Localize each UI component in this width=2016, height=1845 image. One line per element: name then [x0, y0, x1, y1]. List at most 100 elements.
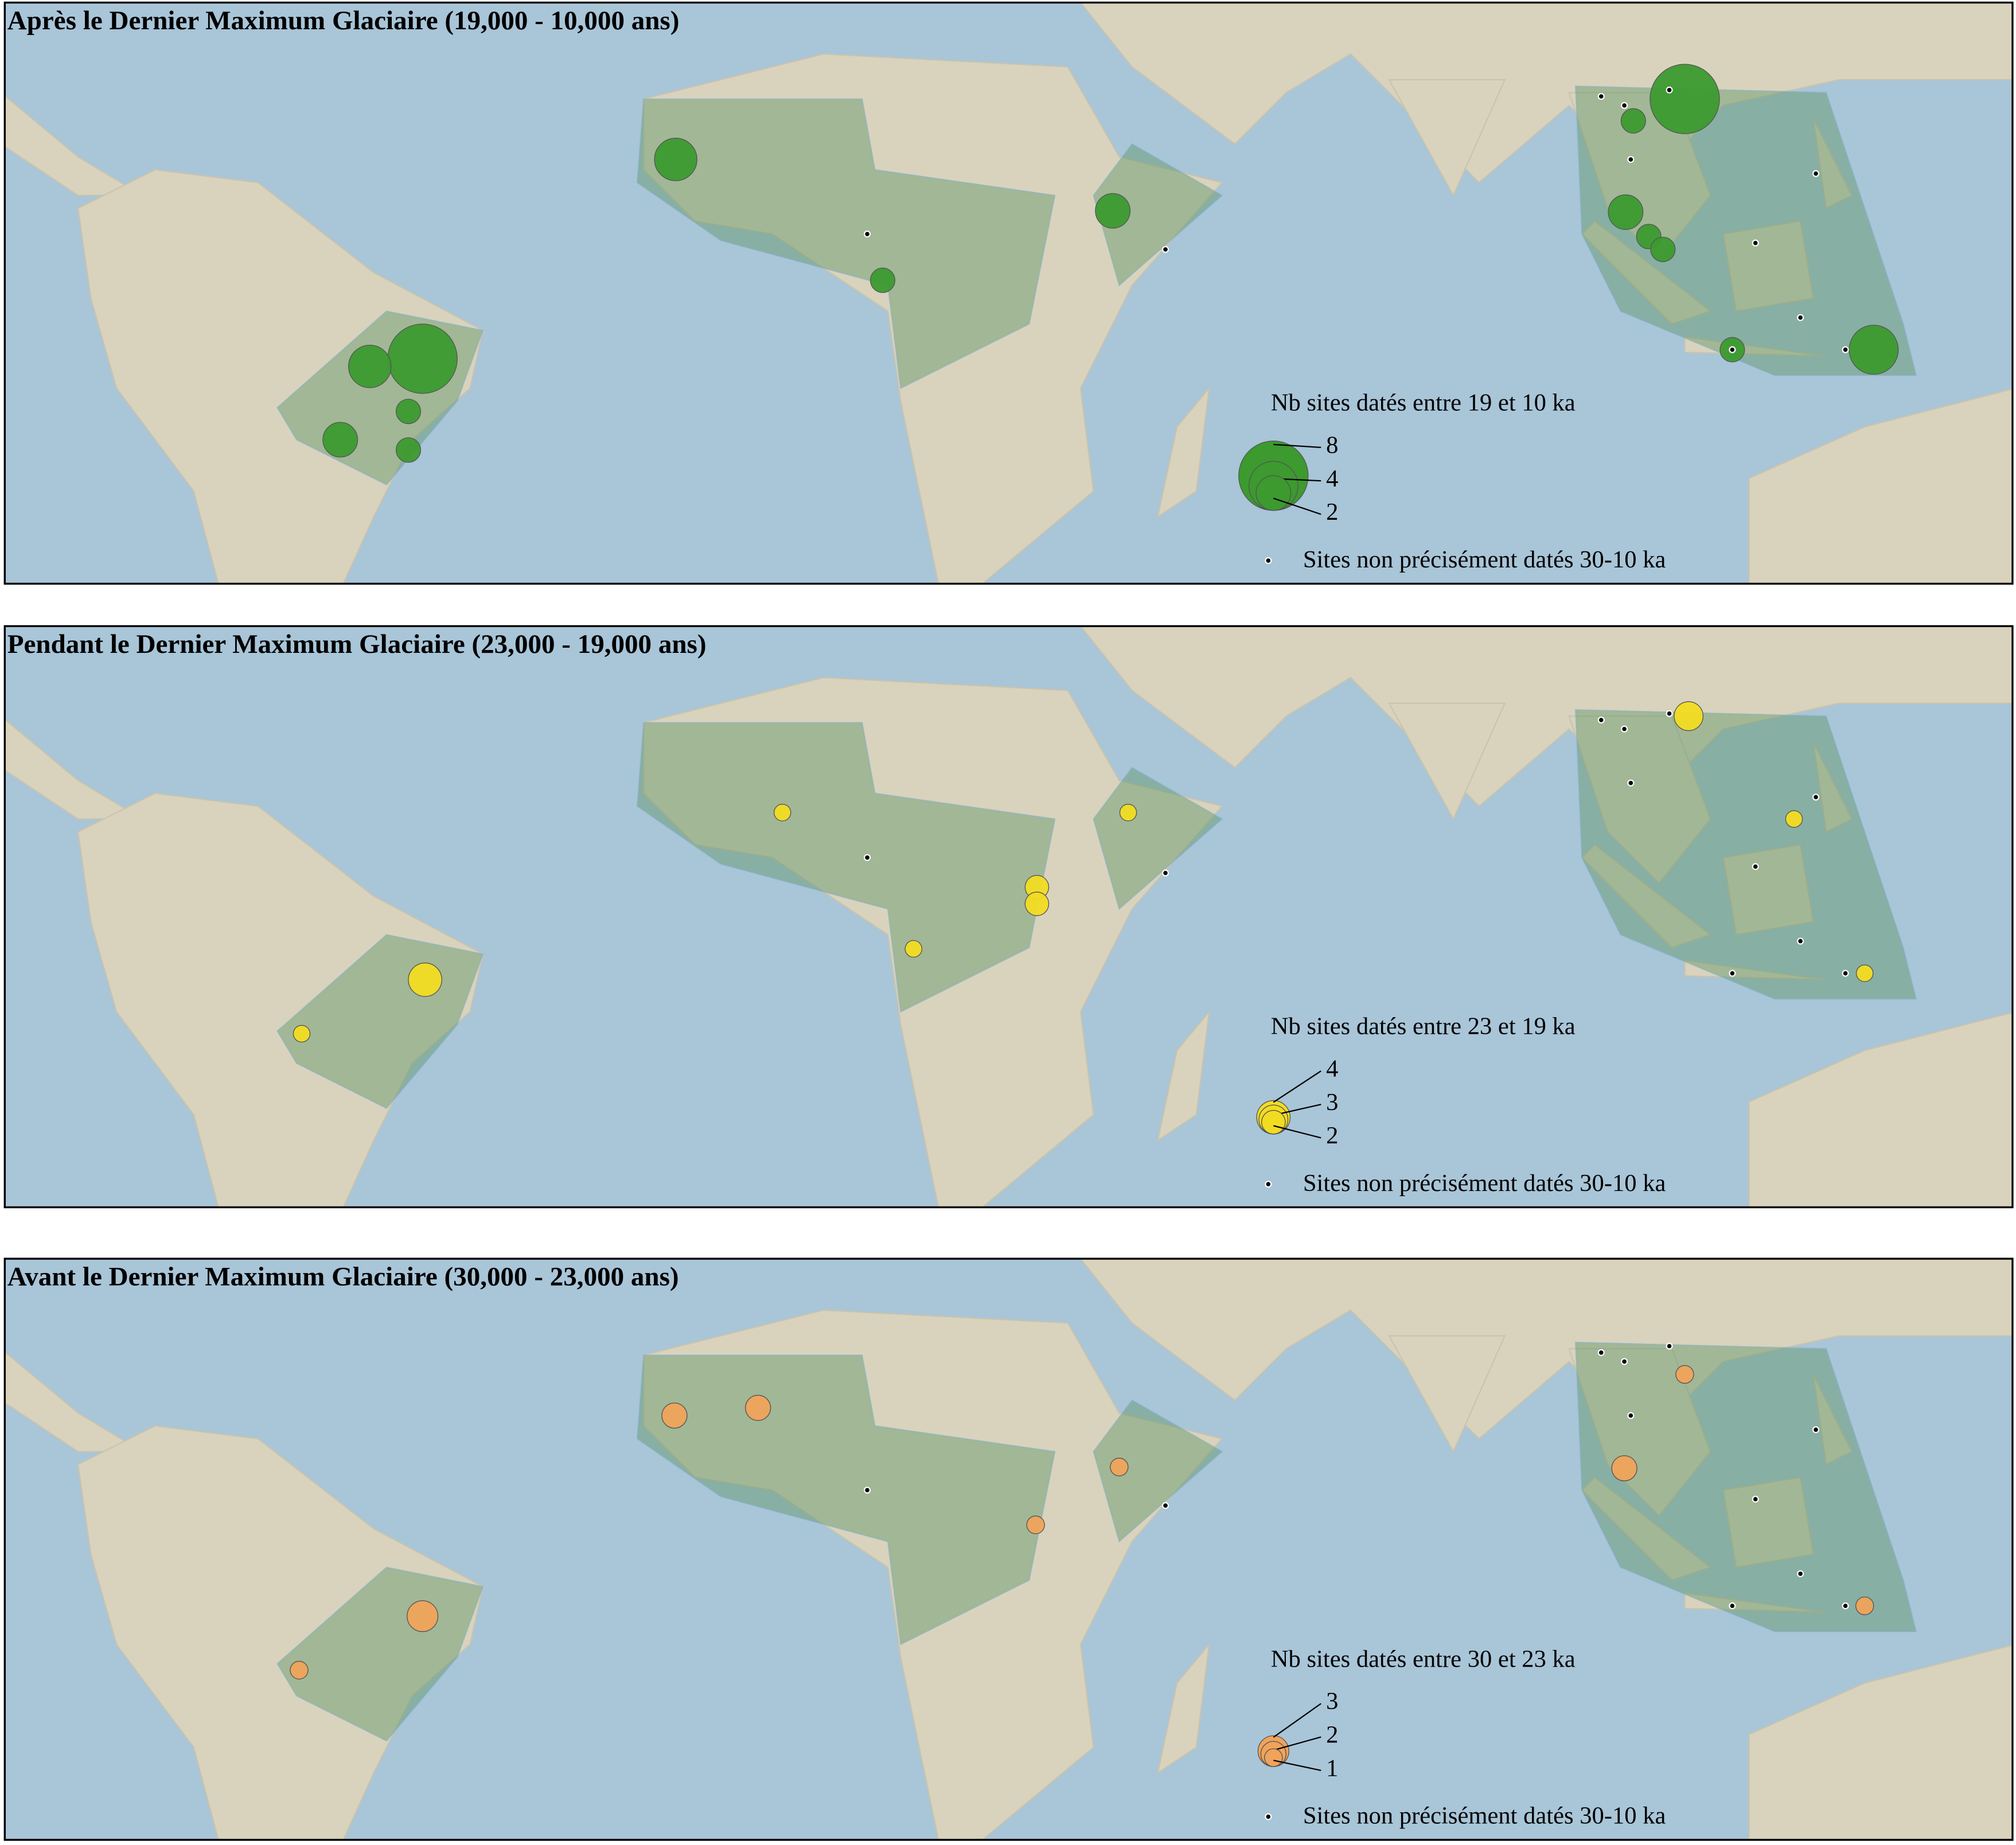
legend-title: Nb sites datés entre 30 et 23 ka [1271, 1645, 1576, 1672]
legend-dot [1265, 1181, 1272, 1188]
legend-size-label: 2 [1326, 1722, 1338, 1749]
study-region [1574, 1341, 1917, 1633]
landmass [1388, 79, 1506, 197]
site [1675, 1365, 1694, 1384]
legend-leader [1273, 1760, 1321, 1772]
landmass [1388, 1335, 1506, 1453]
legend-size-label: 1 [1326, 1755, 1338, 1782]
legend-size-label: 3 [1326, 1688, 1338, 1715]
map-panel: Avant le Dernier Maximum Glaciaire (30,0… [5, 1259, 2013, 1840]
landmass [1812, 741, 1853, 833]
undated-site [1666, 1342, 1673, 1350]
site [744, 1395, 771, 1421]
legend-circle [1264, 1748, 1283, 1767]
site [869, 267, 896, 293]
undated-site [1666, 710, 1673, 717]
study-region [1093, 143, 1223, 287]
undated-site [1729, 1602, 1736, 1610]
site [1608, 194, 1644, 230]
undated-site [1597, 716, 1605, 724]
legend-dot [1265, 1813, 1272, 1820]
undated-site [1752, 863, 1759, 870]
undated-site [1621, 102, 1628, 109]
study-region [1093, 766, 1223, 910]
map-panel: Pendant le Dernier Maximum Glaciaire (23… [5, 626, 2013, 1208]
legend-dot [1265, 557, 1272, 565]
landmass [77, 1425, 484, 1840]
undated-site [1161, 1502, 1169, 1509]
site [773, 804, 791, 822]
landmass [643, 1309, 1223, 1840]
study-region [1574, 85, 1917, 376]
panel-frame [3, 625, 2014, 1209]
undated-site [1752, 239, 1759, 247]
landmass [1581, 220, 1712, 325]
legend-leader [1273, 1703, 1321, 1738]
undated-site [1666, 86, 1673, 94]
site [293, 1025, 311, 1043]
undated-site [1752, 1496, 1759, 1503]
site [408, 962, 442, 997]
legend-title: Nb sites datés entre 23 et 19 ka [1271, 1013, 1576, 1040]
panel-title: Avant le Dernier Maximum Glaciaire (30,0… [7, 1262, 679, 1292]
landmass [1156, 1642, 1210, 1774]
undated-site [1597, 93, 1605, 100]
site [348, 344, 392, 388]
undated-site [1729, 346, 1736, 353]
undated-site [1812, 170, 1820, 177]
undated-site [1729, 970, 1736, 977]
landmass [1079, 626, 2013, 807]
legend-size-label: 8 [1326, 432, 1338, 459]
site [1110, 1457, 1129, 1477]
undated-site [1797, 1570, 1804, 1578]
panel-title: Pendant le Dernier Maximum Glaciaire (23… [7, 629, 707, 659]
landmass [1581, 1476, 1712, 1581]
site [1611, 1455, 1637, 1481]
landmass [1079, 2, 2013, 184]
undated-site [1842, 346, 1849, 353]
site [1849, 325, 1899, 375]
undated-site [1627, 1412, 1635, 1419]
landmass [1722, 220, 1814, 312]
study-region [636, 98, 1056, 390]
panel-frame [3, 1, 2014, 585]
site [395, 399, 422, 425]
landmass [77, 792, 484, 1208]
legend-leader [1273, 497, 1321, 515]
landmass [1156, 386, 1210, 519]
legend-leader [1273, 1070, 1321, 1103]
landmass [1748, 388, 2013, 584]
legend-dot-label: Sites non précisément datés 30-10 ka [1303, 546, 1666, 573]
map-panel: Après le Dernier Maximum Glaciaire (19,0… [5, 2, 2013, 584]
site [407, 1600, 439, 1632]
legend-size-label: 3 [1326, 1089, 1338, 1116]
undated-site [1812, 793, 1820, 801]
landmass [1722, 844, 1814, 936]
undated-site [1597, 1349, 1605, 1356]
undated-site [864, 854, 871, 861]
undated-site [864, 230, 871, 238]
undated-site [1161, 246, 1169, 253]
undated-site [1621, 725, 1628, 733]
landmass [1388, 702, 1506, 821]
site [1095, 193, 1131, 229]
landmass [643, 53, 1223, 584]
study-region [636, 722, 1056, 1013]
undated-site [1797, 314, 1804, 321]
site [1620, 108, 1646, 134]
site [1024, 892, 1050, 916]
legend-dot-label: Sites non précisément datés 30-10 ka [1303, 1803, 1666, 1830]
legend-leader [1273, 1125, 1321, 1139]
study-region [636, 1354, 1056, 1646]
undated-site [1797, 937, 1804, 945]
panel-frame [3, 1258, 2014, 1841]
landmass [1812, 118, 1853, 209]
site [654, 138, 697, 181]
panel-title: Après le Dernier Maximum Glaciaire (19,0… [7, 6, 680, 36]
site [904, 940, 923, 958]
undated-site [1842, 1602, 1849, 1610]
site [387, 324, 458, 394]
site [1026, 1515, 1045, 1535]
legend-size-label: 2 [1326, 499, 1338, 526]
landmass [77, 169, 484, 584]
